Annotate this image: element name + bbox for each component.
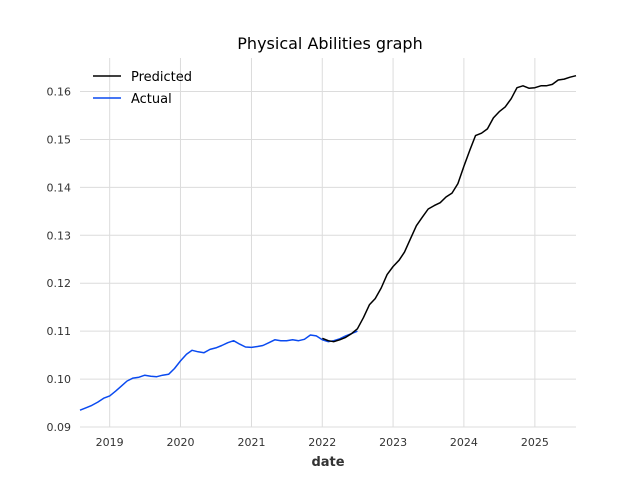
- y-tick-label: 0.15: [47, 133, 72, 146]
- series-line-actual: [79, 330, 358, 411]
- y-tick-label: 0.13: [47, 229, 72, 242]
- x-tick-label: 2023: [379, 436, 407, 449]
- chart-title: Physical Abilities graph: [237, 34, 422, 53]
- y-tick-label: 0.10: [47, 373, 72, 386]
- y-tick-label: 0.16: [47, 86, 72, 99]
- legend-label-predicted: Predicted: [131, 70, 192, 85]
- x-tick-label: 2021: [237, 436, 265, 449]
- x-tick-label: 2020: [166, 436, 194, 449]
- series-lines: [79, 74, 577, 411]
- legend-label-actual: Actual: [131, 92, 172, 107]
- x-tick-label: 2022: [308, 436, 336, 449]
- legend: Predicted Actual: [93, 70, 192, 107]
- series-line-predicted: [322, 74, 577, 343]
- y-tick-label: 0.11: [47, 325, 72, 338]
- x-axis-label: date: [311, 455, 344, 470]
- y-tick-label: 0.09: [47, 421, 72, 434]
- x-tick-label: 2025: [521, 436, 549, 449]
- y-tick-label: 0.12: [47, 277, 72, 290]
- grid: [80, 58, 576, 428]
- axis-ticks: 0.09 0.10 0.11 0.12 0.13 0.14 0.15 0.16 2019 2020…: [47, 86, 549, 449]
- x-tick-label: 2019: [96, 436, 124, 449]
- y-tick-label: 0.14: [47, 181, 72, 194]
- x-tick-label: 2024: [450, 436, 478, 449]
